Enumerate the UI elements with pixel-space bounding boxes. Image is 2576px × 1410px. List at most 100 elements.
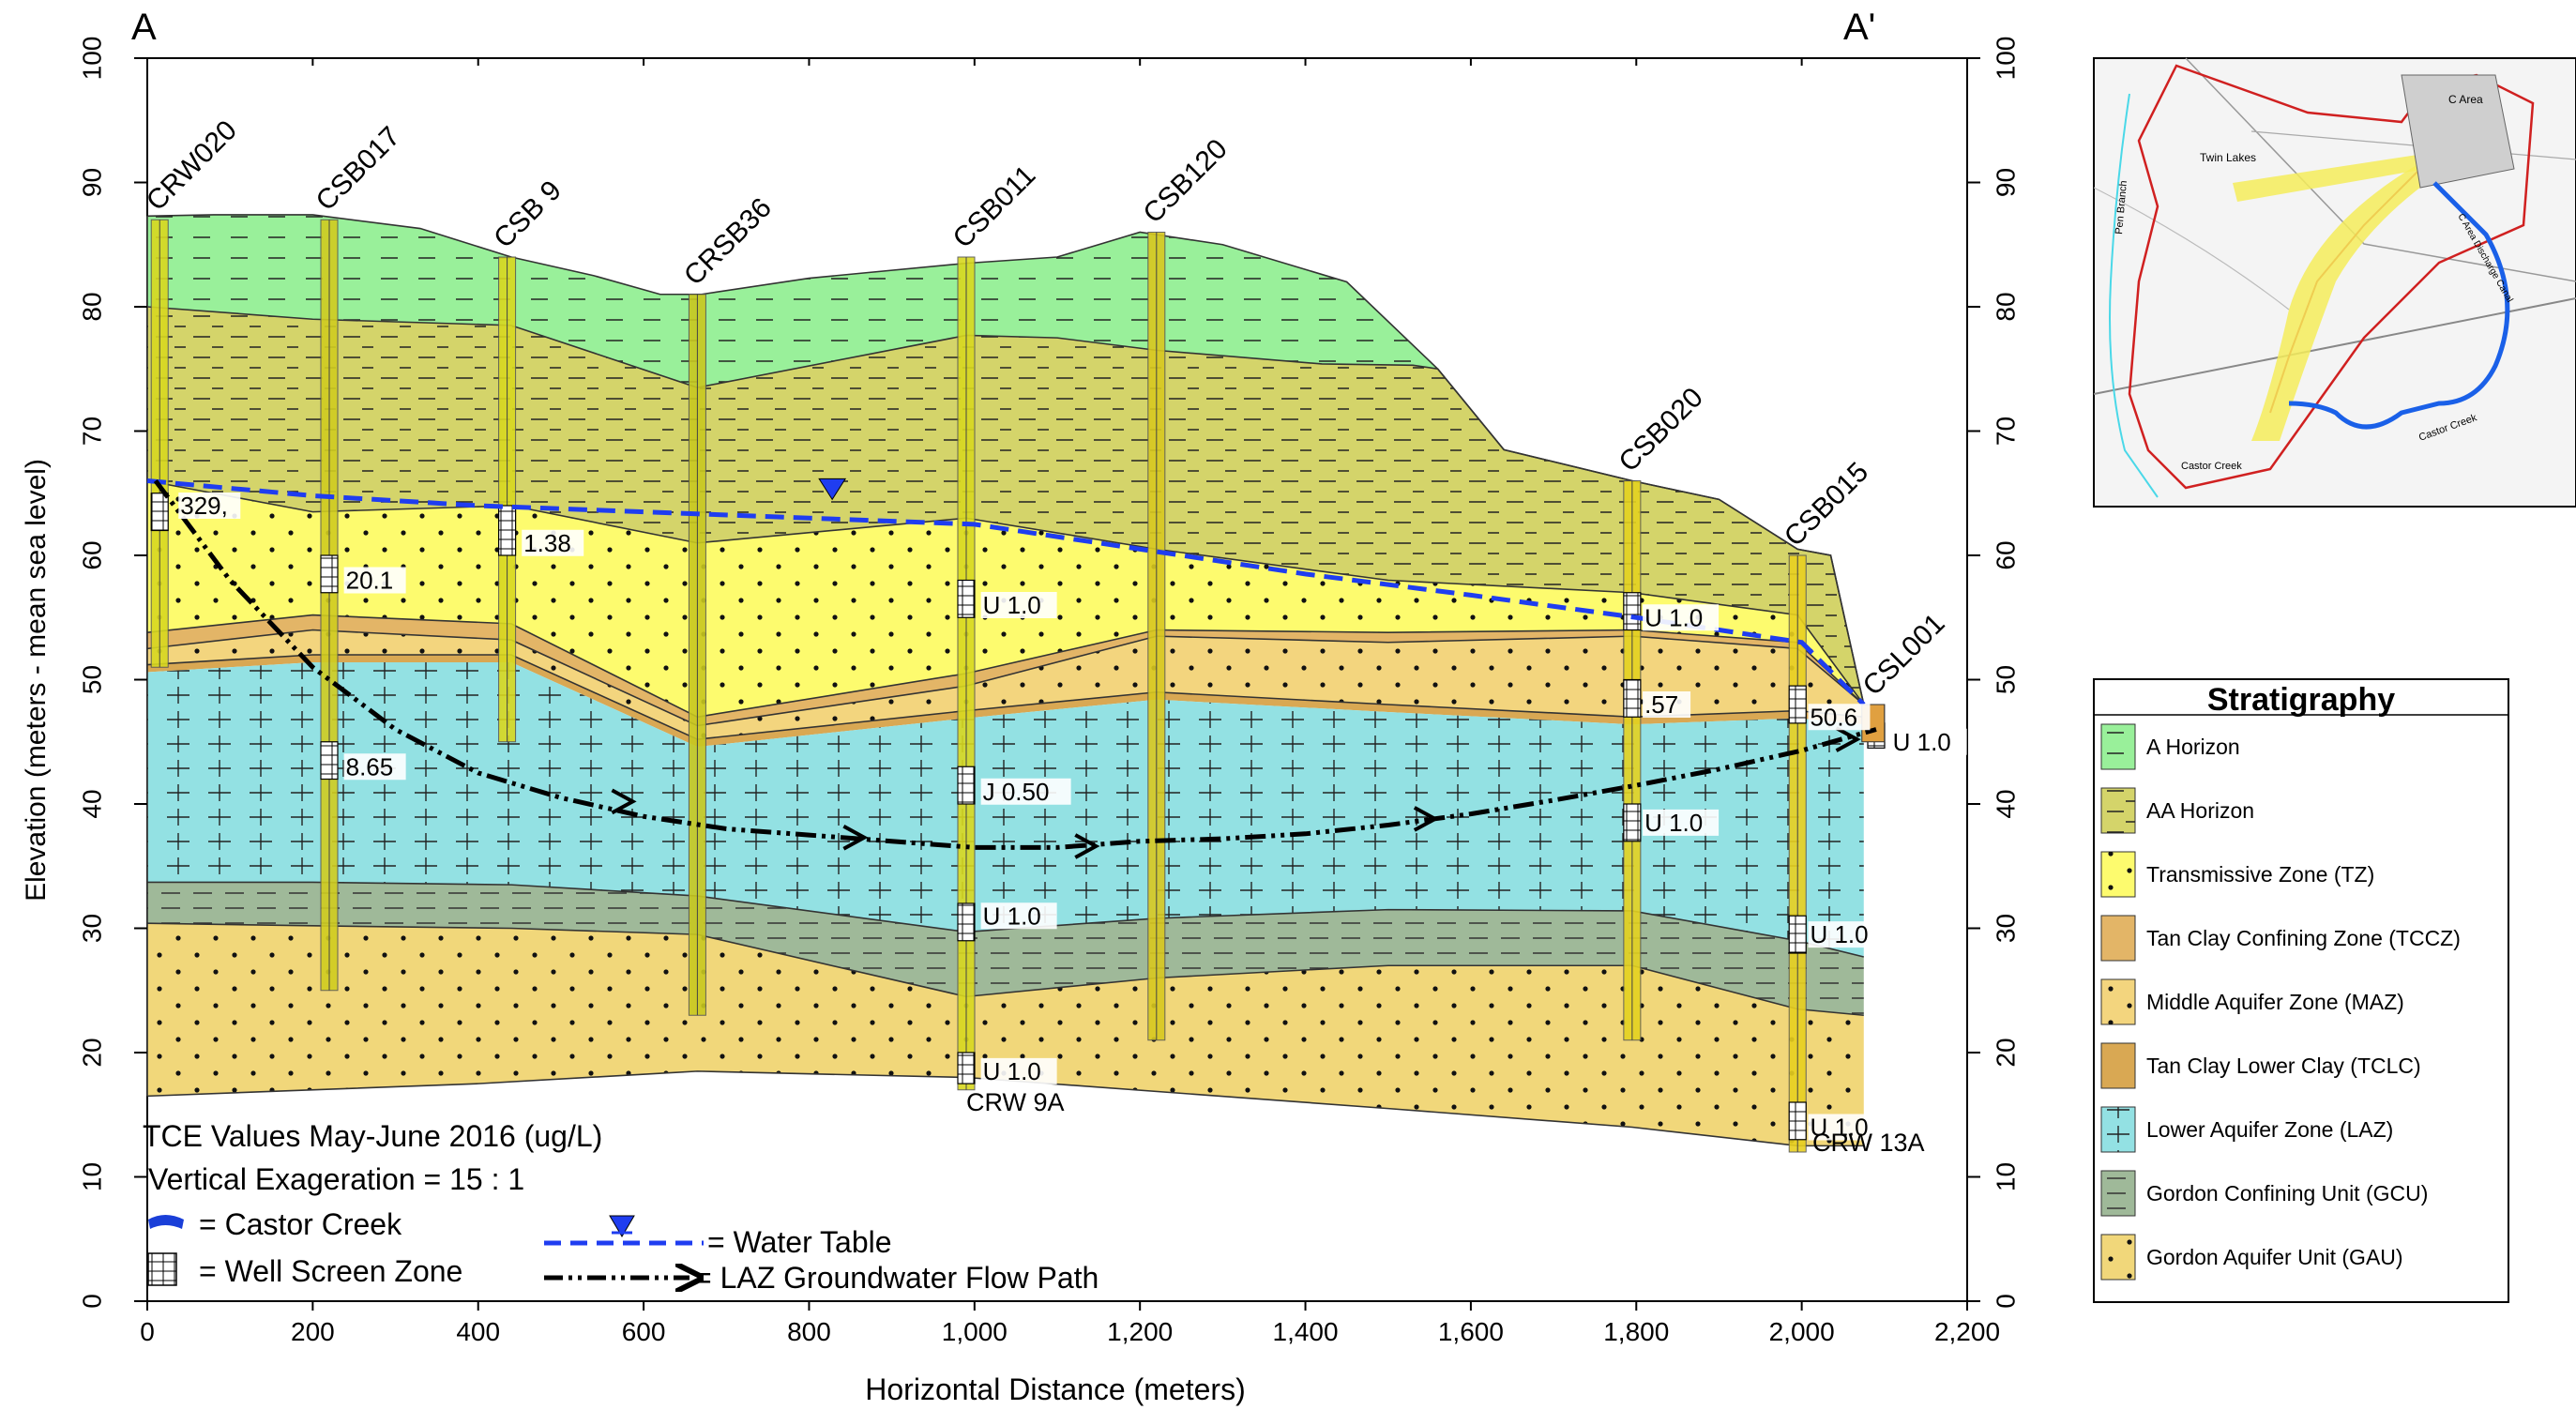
well-screen [1623,678,1642,718]
castor-creek-legend-label: = Castor Creek [199,1207,402,1241]
tce-value-label: U 1.0 [1644,809,1703,837]
well-screen [957,1052,976,1084]
x-axis-title: Horizontal Distance (meters) [865,1372,1245,1406]
x-tick-label: 800 [787,1317,831,1346]
well-screen [957,902,976,942]
y-tick-label-right: 70 [1991,417,2020,446]
y-tick-label-right: 20 [1991,1038,2020,1067]
section-start-label: A [131,7,157,48]
y-axis-title: Elevation (meters - mean sea level) [21,459,52,902]
crw9a-label: CRW 9A [966,1088,1065,1116]
boundary-maz-base [146,654,1864,740]
flow-arrow-icon [1074,833,1100,859]
water-table-triangle-icon [609,1215,635,1237]
bottom-legend: = Castor Creek = Well Screen Zone = Wate… [147,1207,1099,1295]
y-tick-label-left: 50 [77,665,106,694]
tce-label-bg [980,902,1057,930]
tce-value-label: .57 [1644,690,1678,719]
tce-value-label: 50.6 [1810,703,1857,731]
map-road-2 [2185,57,2576,282]
flow-path-legend-label: = LAZ Groundwater Flow Path [694,1261,1099,1295]
x-tick-label: 600 [622,1317,666,1346]
tce-label-bg [980,592,1057,618]
aa-horizon-pattern [147,307,1864,705]
flow-arrow-icon [611,788,637,815]
well-screen [1788,1101,1807,1141]
x-tick-label: 1,200 [1107,1317,1173,1346]
y-tick-label-left: 70 [77,417,106,446]
x-tick-label: 1,800 [1603,1317,1669,1346]
flow-arrow-icon [1413,806,1439,832]
legend-swatch-pattern [2101,852,2135,897]
axes-group: 0 200 400 600 800 1,000 1,200 1,400 1,600 1,800 2,… [77,37,2020,1346]
boundary-bottom [146,1070,1864,1147]
tce-value-label: 20.1 [346,567,394,595]
middle-aquifer-zone-pattern [147,629,1864,740]
well-screen [1788,685,1807,724]
well-screen-legend-label: = Well Screen Zone [199,1254,462,1288]
tce-value-label: U 1.0 [983,902,1041,930]
map-discharge-canal [2288,181,2510,430]
tan-clay-confining-zone-fill [147,614,1864,726]
flow-arrow-icon [842,825,869,851]
tce-value-label: U 1.0 [1810,920,1868,948]
tce-label-bg [1643,604,1720,631]
x-tick-label: 0 [140,1317,155,1346]
y-tick-label-left: 60 [77,540,106,569]
map-label-twin-lakes: Twin Lakes [2200,151,2256,164]
legend-layer-label: A Horizon [2146,735,2240,759]
map-road-1 [2093,297,2576,395]
legend-layer-label: Tan Clay Confining Zone (TCCZ) [2146,926,2461,950]
tce-label-bg [980,1057,1057,1084]
vertical-exaggeration-note: Vertical Exageration = 15 : 1 [148,1162,524,1196]
inset-map: C Area Twin Lakes Pen Branch Castor Cree… [2093,57,2576,508]
tce-label-bg [1643,691,1691,718]
layer-boundaries [146,214,1865,1147]
well-screen [957,766,976,805]
well-screen [1788,915,1807,954]
y-tick-label-left: 40 [77,789,106,818]
gordon-confining-unit-pattern [147,882,1864,1016]
flow-arrow-icon [1835,726,1861,752]
tce-value-label: 329, [180,492,228,520]
legend-swatch-pattern [2101,1107,2135,1152]
well-screen [320,554,339,594]
legend-layer-label: Transmissive Zone (TZ) [2146,862,2374,887]
water-table-marker [818,478,847,501]
y-tick-label-right: 90 [1991,168,2020,197]
y-tick-label-right: 0 [1991,1294,2020,1309]
x-tick-label: 1,400 [1273,1317,1339,1346]
legend-layer-label: Middle Aquifer Zone (MAZ) [2146,990,2404,1014]
map-plume-south [2251,150,2453,441]
x-tick-label: 400 [456,1317,500,1346]
x-tick-label: 200 [291,1317,335,1346]
x-tick-label: 1,600 [1438,1317,1504,1346]
boundary-tccz-base [146,629,1865,727]
water-table-legend-label: = Water Table [707,1225,892,1259]
map-label-c-area: C Area [2448,93,2483,106]
legend-swatch [2100,1042,2136,1089]
stratigraphy-legend-title: Stratigraphy [2207,682,2395,718]
legend-layer-label: Lower Aquifer Zone (LAZ) [2146,1117,2393,1142]
tce-label-bg [1808,921,1885,948]
map-plume-west [2233,150,2453,202]
y-tick-label-left: 100 [77,37,106,81]
legend-swatch-pattern [2101,1235,2135,1280]
legend-layer-label: Tan Clay Lower Clay (TCLC) [2146,1054,2421,1078]
y-tick-label-left: 10 [77,1162,106,1191]
tce-label-bg [178,493,241,519]
tce-value-label: U 1.0 [1810,1114,1868,1142]
tce-label-bg [980,778,1071,805]
y-tick-label-right: 100 [1991,37,2020,81]
y-tick-label-right: 80 [1991,292,2020,321]
boundary-aa-base [146,479,1865,705]
legend-swatch-pattern [2101,788,2135,833]
stratigraphy-legend: Stratigraphy A Horizon AA Horizon Transmis… [2093,678,2509,1303]
tce-label-bg [1890,728,1967,755]
well-screen [1623,803,1642,842]
tce-value-label: U 1.0 [1644,603,1703,631]
tce-note: TCE Values May-June 2016 (ug/L) [143,1119,602,1153]
tce-value-label: 8.65 [346,752,394,781]
legend-layer-label: Gordon Aquifer Unit (GAU) [2146,1245,2403,1269]
